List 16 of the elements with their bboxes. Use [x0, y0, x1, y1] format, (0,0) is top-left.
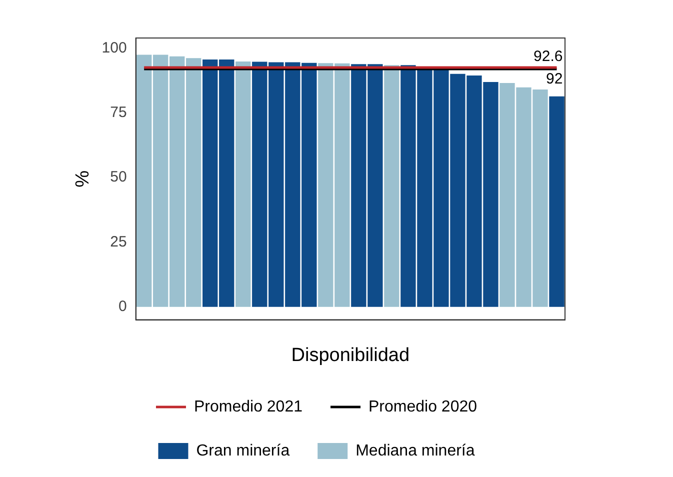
legend-label: Promedio 2021 — [194, 398, 303, 416]
data-label: 92.6 — [534, 48, 563, 66]
x-axis-title: Disponibilidad — [291, 344, 410, 366]
y-tick-label: 25 — [110, 233, 127, 250]
y-tick-label: 0 — [118, 298, 127, 316]
bar — [384, 65, 400, 307]
y-axis-title: % — [72, 170, 94, 188]
bar — [549, 96, 564, 307]
y-tick-label: 100 — [102, 39, 127, 56]
y-tick-label: 50 — [110, 168, 127, 186]
y-tick-label: 75 — [110, 104, 127, 122]
data-label: 92 — [546, 70, 563, 88]
legend-label: Mediana minería — [356, 442, 475, 460]
legend-label: Gran minería — [196, 442, 290, 460]
legend-label: Promedio 2020 — [368, 398, 478, 416]
bar — [236, 62, 251, 307]
